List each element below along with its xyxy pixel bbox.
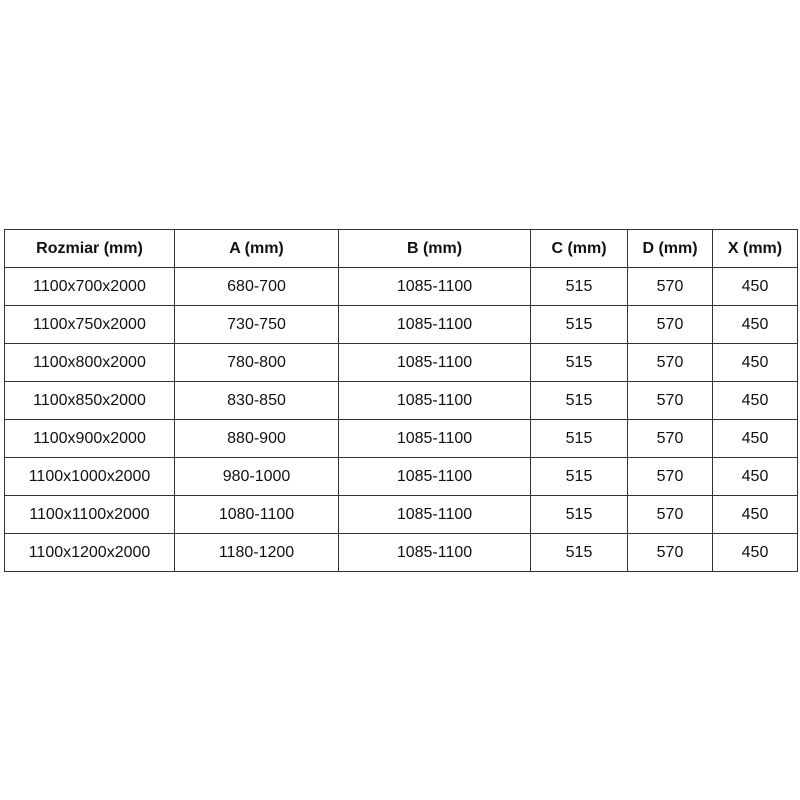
table-cell: 515 — [530, 343, 628, 382]
table-cell: 570 — [627, 267, 713, 306]
table-cell: 570 — [627, 305, 713, 344]
table-cell: 515 — [530, 267, 628, 306]
table-cell: 1100x700x2000 — [4, 267, 175, 306]
table-cell: 780-800 — [174, 343, 339, 382]
table-cell: 450 — [712, 381, 798, 420]
column-header: B (mm) — [338, 229, 531, 268]
table-cell: 1080-1100 — [174, 495, 339, 534]
table-cell: 515 — [530, 495, 628, 534]
column-header: X (mm) — [712, 229, 798, 268]
table-cell: 515 — [530, 533, 628, 572]
table-cell: 450 — [712, 419, 798, 458]
table-cell: 1180-1200 — [174, 533, 339, 572]
table-row: 1100x900x2000 880-900 1085-1100 515 570 450 — [4, 419, 798, 458]
table-row: 1100x850x2000 830-850 1085-1100 515 570 450 — [4, 381, 798, 420]
table-cell: 1085-1100 — [338, 305, 531, 344]
table-cell: 515 — [530, 419, 628, 458]
table-cell: 1100x1100x2000 — [4, 495, 175, 534]
table-cell: 1085-1100 — [338, 419, 531, 458]
table-cell: 570 — [627, 495, 713, 534]
table-cell: 830-850 — [174, 381, 339, 420]
table-cell: 1100x1000x2000 — [4, 457, 175, 496]
table-cell: 730-750 — [174, 305, 339, 344]
table-cell: 1100x1200x2000 — [4, 533, 175, 572]
table-cell: 680-700 — [174, 267, 339, 306]
table-row: 1100x800x2000 780-800 1085-1100 515 570 450 — [4, 343, 798, 382]
table-cell: 1085-1100 — [338, 495, 531, 534]
table-cell: 1100x750x2000 — [4, 305, 175, 344]
table-cell: 450 — [712, 305, 798, 344]
table-cell: 515 — [530, 305, 628, 344]
table-cell: 450 — [712, 267, 798, 306]
table-cell: 450 — [712, 495, 798, 534]
table-row: 1100x700x2000 680-700 1085-1100 515 570 450 — [4, 267, 798, 306]
table-cell: 980-1000 — [174, 457, 339, 496]
table-cell: 570 — [627, 343, 713, 382]
table-cell: 570 — [627, 419, 713, 458]
table-cell: 880-900 — [174, 419, 339, 458]
table-row: 1100x1100x2000 1080-1100 1085-1100 515 570 45… — [4, 495, 798, 534]
table-row: 1100x1000x2000 980-1000 1085-1100 515 570 450 — [4, 457, 798, 496]
table-row: 1100x750x2000 730-750 1085-1100 515 570 450 — [4, 305, 798, 344]
table-cell: 450 — [712, 457, 798, 496]
column-header: Rozmiar (mm) — [4, 229, 175, 268]
table-cell: 515 — [530, 381, 628, 420]
table-cell: 1085-1100 — [338, 457, 531, 496]
table-row: 1100x1200x2000 1180-1200 1085-1100 515 570 45… — [4, 533, 798, 572]
table-cell: 570 — [627, 533, 713, 572]
table-cell: 1085-1100 — [338, 381, 531, 420]
column-header: A (mm) — [174, 229, 339, 268]
table-cell: 1100x800x2000 — [4, 343, 175, 382]
table-cell: 450 — [712, 533, 798, 572]
table-cell: 570 — [627, 381, 713, 420]
header-row: Rozmiar (mm) A (mm) B (mm) C (mm) D (mm) X (m… — [4, 229, 798, 268]
table-cell: 1100x850x2000 — [4, 381, 175, 420]
dimensions-table: Rozmiar (mm) A (mm) B (mm) C (mm) D (mm) X (m… — [4, 229, 798, 572]
table-cell: 1085-1100 — [338, 267, 531, 306]
column-header: D (mm) — [627, 229, 713, 268]
table-cell: 450 — [712, 343, 798, 382]
column-header: C (mm) — [530, 229, 628, 268]
table-cell: 1085-1100 — [338, 343, 531, 382]
table-cell: 1085-1100 — [338, 533, 531, 572]
table-cell: 570 — [627, 457, 713, 496]
table-cell: 515 — [530, 457, 628, 496]
table-cell: 1100x900x2000 — [4, 419, 175, 458]
